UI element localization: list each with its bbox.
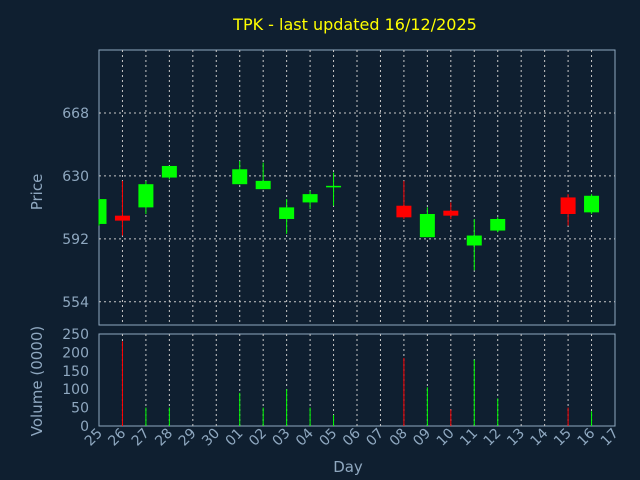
day-tick-label: 26 bbox=[105, 425, 129, 449]
day-tick-label: 06 bbox=[340, 425, 364, 449]
candle-body bbox=[232, 169, 248, 185]
price-axis-label: Price bbox=[28, 174, 46, 211]
day-tick-label: 29 bbox=[176, 426, 200, 450]
day-tick-label: 02 bbox=[246, 426, 270, 450]
day-tick-label: 16 bbox=[574, 425, 598, 449]
grid-lines bbox=[99, 50, 615, 426]
candle-body bbox=[279, 207, 295, 219]
price-tick-label: 592 bbox=[62, 232, 89, 248]
candle-body bbox=[466, 235, 482, 246]
day-tick-label: 27 bbox=[129, 426, 153, 450]
candle-body bbox=[326, 185, 342, 188]
day-tick-label: 30 bbox=[199, 426, 223, 450]
candle-body bbox=[161, 165, 177, 178]
day-tick-label: 28 bbox=[152, 426, 176, 450]
volume-tick-label: 0 bbox=[80, 419, 89, 435]
candle-body bbox=[490, 218, 506, 231]
candle bbox=[466, 218, 482, 271]
candlesticks bbox=[98, 160, 600, 271]
candle-body bbox=[99, 199, 107, 224]
day-tick-label: 17 bbox=[598, 426, 622, 450]
candle bbox=[161, 165, 177, 180]
volume-axis-label: Volume (0000) bbox=[28, 326, 46, 436]
price-tick-labels: 554 592 630 668 bbox=[62, 106, 89, 311]
x-axis-label: Day bbox=[333, 458, 363, 476]
candle bbox=[419, 207, 435, 238]
day-tick-label: 15 bbox=[551, 426, 575, 450]
candle bbox=[302, 190, 318, 210]
day-tick-label: 12 bbox=[481, 426, 505, 450]
volume-tick-label: 150 bbox=[62, 364, 89, 380]
day-tick-label: 05 bbox=[316, 426, 340, 450]
candle-body bbox=[138, 184, 154, 208]
candle bbox=[98, 199, 107, 226]
candle-body bbox=[114, 215, 130, 221]
day-tick-label: 09 bbox=[410, 426, 434, 450]
day-tick-label: 07 bbox=[363, 426, 387, 450]
volume-tick-label: 50 bbox=[71, 401, 89, 417]
day-tick-label: 01 bbox=[223, 426, 247, 450]
candle bbox=[114, 180, 130, 236]
candle bbox=[255, 162, 271, 190]
price-tick-label: 630 bbox=[62, 169, 89, 185]
day-tick-label: 04 bbox=[293, 425, 317, 449]
day-tick-label: 03 bbox=[270, 426, 294, 450]
candle bbox=[326, 172, 342, 206]
candle bbox=[279, 199, 295, 234]
candle bbox=[560, 194, 576, 226]
day-tick-label: 13 bbox=[504, 426, 528, 450]
day-tick-label: 10 bbox=[434, 426, 458, 450]
candle-body bbox=[396, 205, 412, 218]
volume-bars bbox=[121, 341, 593, 426]
volume-tick-label: 250 bbox=[62, 327, 89, 343]
candle bbox=[443, 202, 459, 219]
candle bbox=[490, 217, 506, 233]
price-tick-label: 668 bbox=[62, 106, 89, 122]
candle bbox=[396, 180, 412, 219]
candle-body bbox=[419, 214, 435, 238]
day-tick-label: 11 bbox=[457, 426, 481, 450]
candle bbox=[584, 194, 600, 215]
chart-title: TPK - last updated 16/12/2025 bbox=[232, 15, 477, 34]
candle-body bbox=[302, 194, 318, 203]
volume-tick-label: 100 bbox=[62, 382, 89, 398]
candle bbox=[138, 180, 154, 215]
day-tick-label: 14 bbox=[528, 425, 552, 449]
candle bbox=[232, 160, 248, 185]
price-tick-label: 554 bbox=[62, 295, 89, 311]
candle-body bbox=[584, 195, 600, 213]
day-tick-labels: 25 26 27 28 29 30 01 02 03 04 05 06 07 08 09 10 11 12 13 14… bbox=[82, 425, 622, 449]
volume-tick-label: 200 bbox=[62, 345, 89, 361]
candle-body bbox=[560, 197, 576, 215]
volume-tick-labels: 0 50 100 150 200 250 bbox=[62, 327, 89, 435]
day-tick-label: 08 bbox=[387, 426, 411, 450]
candle-body bbox=[255, 180, 271, 190]
candle-body bbox=[443, 210, 459, 216]
